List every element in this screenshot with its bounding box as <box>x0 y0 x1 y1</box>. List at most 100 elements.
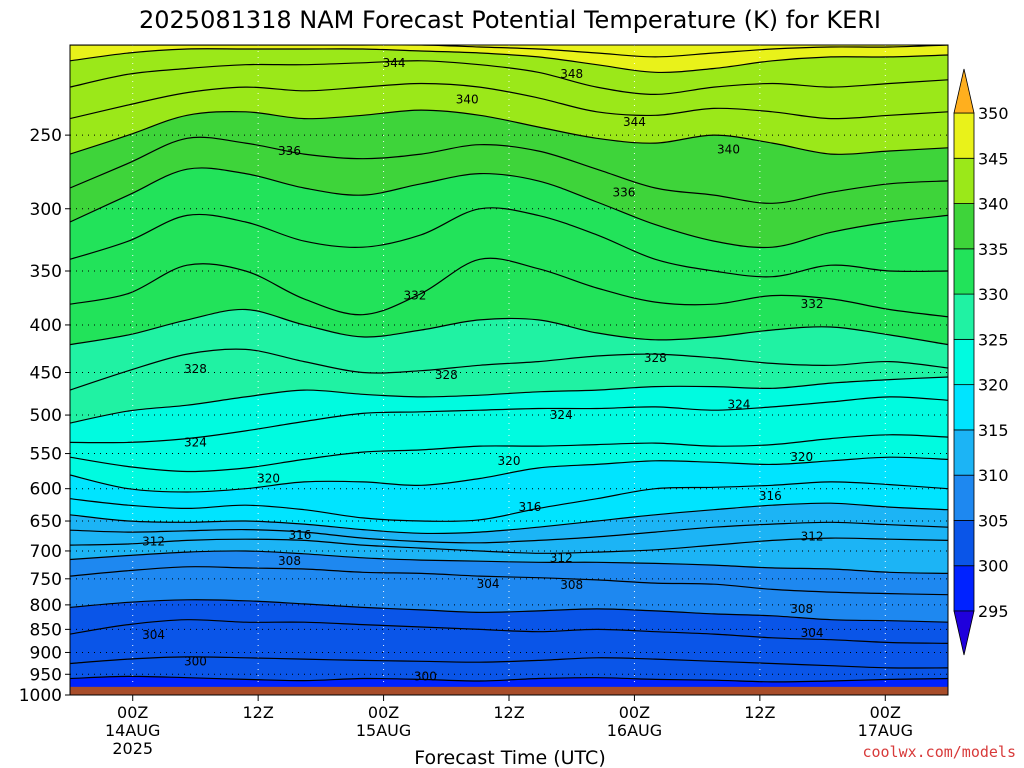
colorbar-segment <box>953 520 975 567</box>
y-tick-label: 550 <box>30 445 62 465</box>
x-tick-label: 12Z <box>493 703 524 722</box>
contour-line-340 <box>70 109 948 155</box>
contour-line-326 <box>70 376 948 424</box>
contour-label: 344 <box>383 56 406 70</box>
y-axis-ticks: 250 300 350 400 450 500 550 600 650 700 750 800 850 9… <box>19 126 70 706</box>
contour-line-308 <box>70 566 948 596</box>
contour-label: 332 <box>403 289 426 303</box>
contour-labels: 344 348 340 344 340 336 336 332 332 328 328 328 324 3… <box>142 56 824 695</box>
contour-line-324 <box>70 396 948 444</box>
x-tick-label: 2025 <box>112 739 153 758</box>
contour-line-334 <box>70 207 948 278</box>
x-tick-label: 15AUG <box>356 721 411 740</box>
colorbar-segment <box>953 203 975 250</box>
contour-label: 344 <box>623 115 646 129</box>
contour-label: 340 <box>717 142 740 156</box>
contour-line-332 <box>70 257 948 318</box>
y-tick-label: 250 <box>30 126 62 146</box>
contour-label: 304 <box>142 628 165 642</box>
y-tick-label: 900 <box>30 643 62 663</box>
contour-label: 300 <box>414 669 437 683</box>
contour-label: 328 <box>644 351 667 365</box>
ground-surface <box>70 686 948 695</box>
plot-area: 344 348 340 344 340 336 336 332 332 328 328 328 324 3… <box>70 45 948 695</box>
y-tick-label: 800 <box>30 596 62 616</box>
contour-line-306 <box>70 599 948 623</box>
colorbar-extend-low <box>953 610 975 656</box>
x-axis-label: Forecast Time (UTC) <box>414 747 605 768</box>
contour-label: 324 <box>184 435 207 449</box>
colorbar-tick-label: 350 <box>978 104 1009 123</box>
contour-line-316 <box>70 502 948 535</box>
contour-label: 308 <box>278 554 301 568</box>
colorbar-extend-high <box>953 68 975 114</box>
contour-label: 332 <box>801 297 824 311</box>
colorbar-segment <box>953 248 975 295</box>
x-tick-label: 00Z <box>368 703 399 722</box>
contour-line-346 <box>70 48 948 74</box>
contour-line-330 <box>70 308 948 346</box>
contour-line-342 <box>70 82 948 120</box>
credit-text: coolwx.com/models <box>862 743 1016 761</box>
colorbar-tick-label: 315 <box>978 421 1009 440</box>
x-tick-label: 12Z <box>242 703 273 722</box>
contour-label: 312 <box>801 529 824 543</box>
contour-line-312 <box>70 537 948 554</box>
y-tick-label: 1000 <box>19 686 62 706</box>
contour-line-318 <box>70 481 948 522</box>
contour-label: 316 <box>288 528 311 542</box>
y-tick-label: 700 <box>30 542 62 562</box>
y-tick-label: 850 <box>30 620 62 640</box>
x-tick-label: 00Z <box>619 703 650 722</box>
colorbar-segment <box>953 565 975 612</box>
contour-line-310 <box>70 550 948 574</box>
contour-label: 308 <box>560 578 583 592</box>
colorbar-tick-label: 300 <box>978 557 1009 576</box>
contour-label: 300 <box>184 654 207 668</box>
contour-label: 312 <box>550 551 573 565</box>
contour-label: 320 <box>498 454 521 468</box>
y-tick-label: 950 <box>30 665 62 685</box>
contour-label: 336 <box>613 185 636 199</box>
x-tick-label: 12Z <box>744 703 775 722</box>
contour-label: 316 <box>518 500 541 514</box>
colorbar-segment <box>953 157 975 204</box>
contour-label: 324 <box>550 408 573 422</box>
colorbar-tick-label: 310 <box>978 466 1009 485</box>
contour-label: 308 <box>790 602 813 616</box>
contour-line-336 <box>70 167 948 249</box>
contour-line-344 <box>70 60 948 96</box>
y-tick-label: 650 <box>30 512 62 532</box>
colorbar-tick-label: 295 <box>978 602 1009 621</box>
x-tick-label: 14AUG <box>105 721 160 740</box>
contour-label: 312 <box>142 535 165 549</box>
filled-contour-bands <box>70 45 948 695</box>
x-tick-label: 00Z <box>870 703 901 722</box>
colorbar-tick-label: 325 <box>978 330 1009 349</box>
contour-label: 348 <box>560 67 583 81</box>
contour-label: 328 <box>184 362 207 376</box>
y-tick-label: 400 <box>30 316 62 336</box>
contour-line-322 <box>70 434 948 473</box>
contour-line-348 <box>70 45 948 58</box>
contour-label: 324 <box>727 397 750 411</box>
contour-label: 316 <box>759 489 782 503</box>
contour-label: 336 <box>278 144 301 158</box>
y-tick-label: 750 <box>30 570 62 590</box>
contour-line-304 <box>70 619 948 644</box>
contour-label: 304 <box>477 577 500 591</box>
contour-label: 320 <box>257 471 280 485</box>
contour-label: 340 <box>456 93 479 107</box>
colorbar-segment <box>953 293 975 340</box>
colorbar: 295 300 305 310 315 320 325 330 335 340 345 350 <box>953 68 1009 656</box>
colorbar-tick-label: 320 <box>978 376 1009 395</box>
colorbar-segment <box>953 474 975 521</box>
x-tick-label: 16AUG <box>607 721 662 740</box>
colorbar-tick-label: 330 <box>978 285 1009 304</box>
contour-line-302 <box>70 656 948 669</box>
colorbar-tick-label: 305 <box>978 511 1009 530</box>
y-tick-label: 350 <box>30 262 62 282</box>
contour-lines <box>70 45 948 683</box>
x-tick-label: 17AUG <box>858 721 913 740</box>
